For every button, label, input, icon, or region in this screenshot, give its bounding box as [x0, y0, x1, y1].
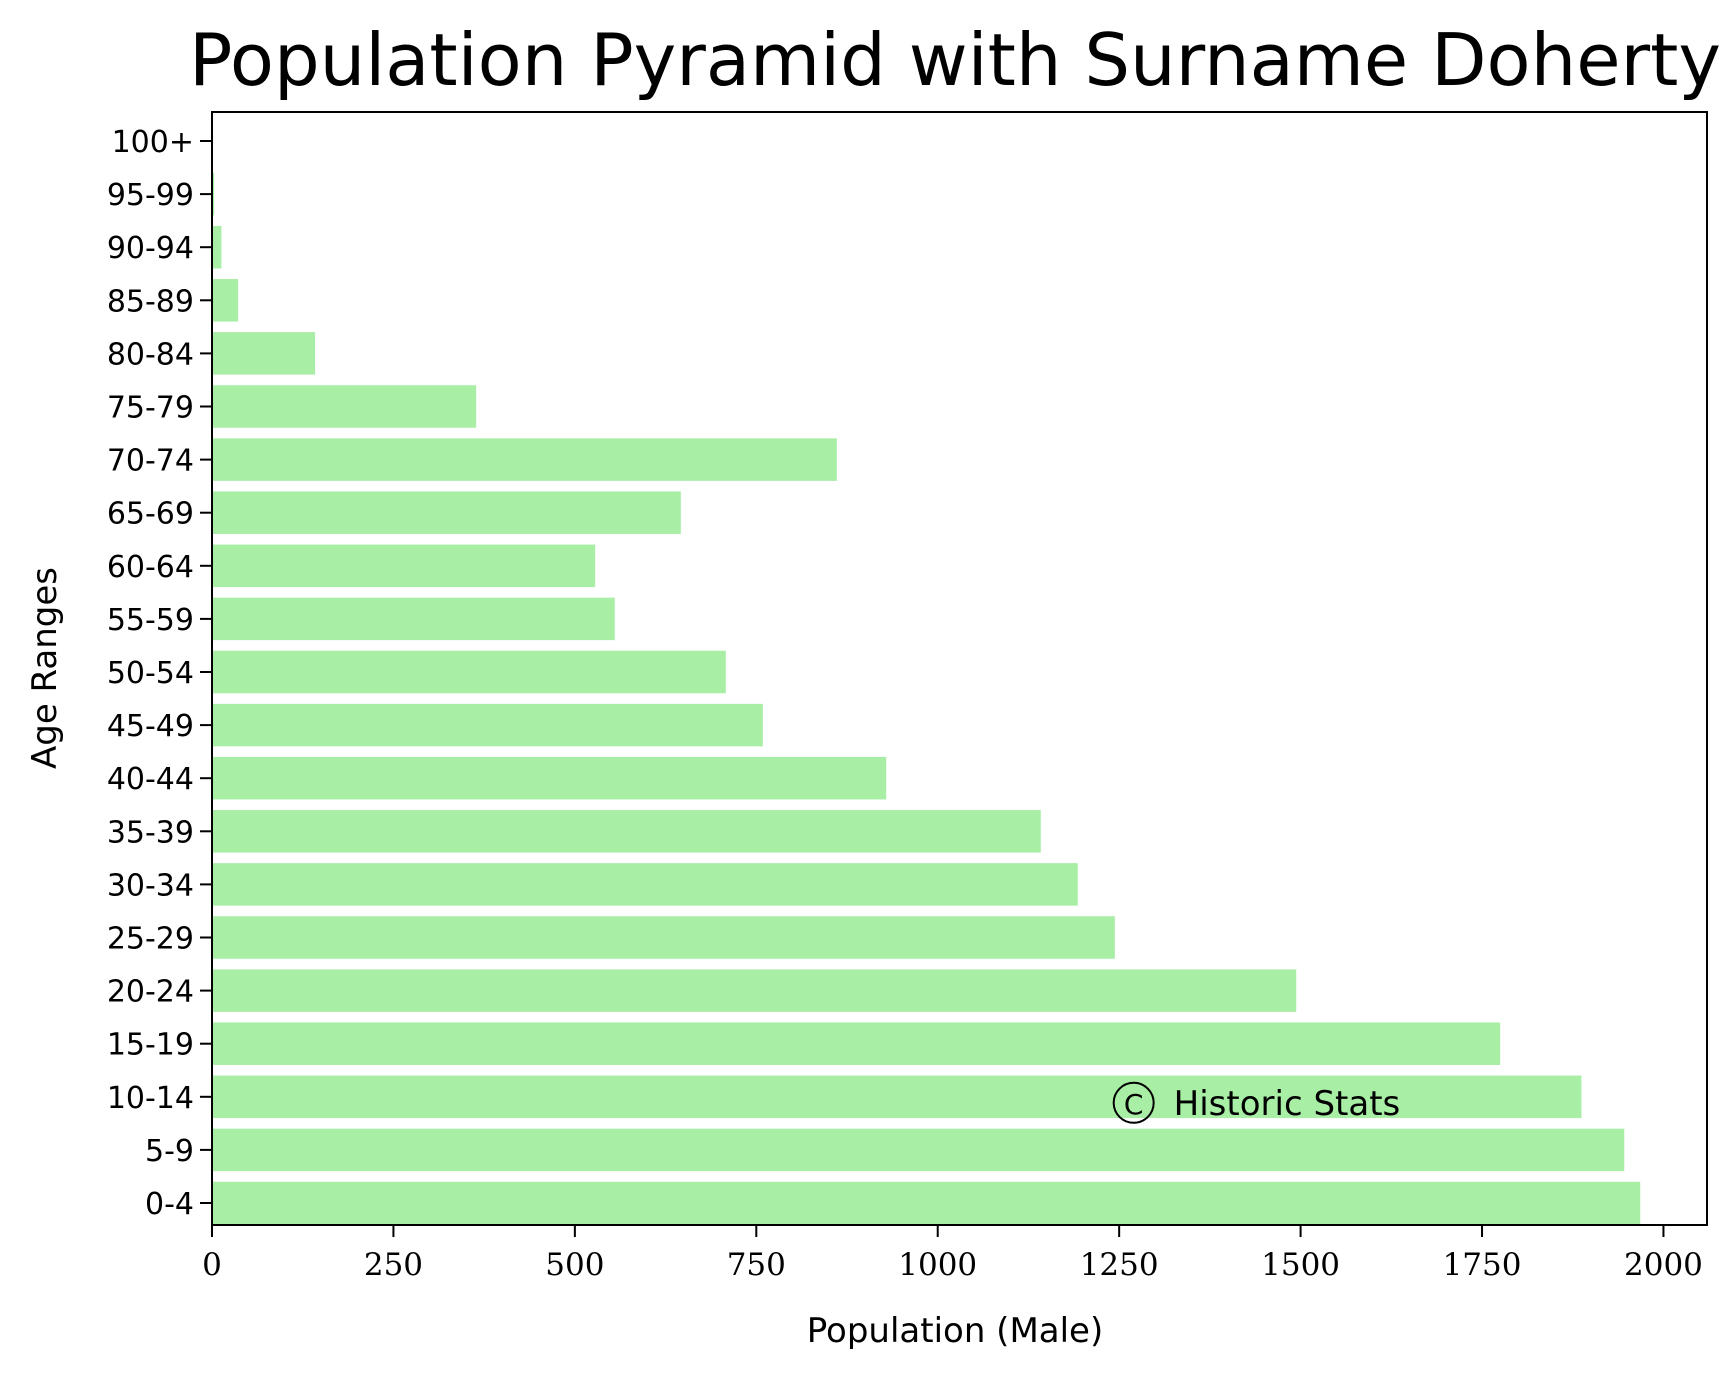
x-tick-label: 1000: [898, 1247, 977, 1283]
watermark-text: Historic Stats: [1174, 1084, 1401, 1124]
x-tick-label: 1750: [1443, 1247, 1522, 1283]
bar-80-84: [212, 332, 316, 375]
x-tick-label: 500: [545, 1247, 604, 1283]
bar-20-24: [212, 969, 1297, 1012]
y-axis-label: Age Ranges: [25, 567, 65, 769]
y-tick-label: 65-69: [107, 497, 194, 532]
watermark: C Historic Stats: [1112, 1081, 1401, 1124]
y-tick-label: 60-64: [107, 550, 194, 585]
bar-55-59: [212, 597, 615, 641]
bars-group: [212, 172, 1641, 1225]
y-tick-label: 30-34: [107, 868, 194, 903]
bar-45-49: [212, 703, 763, 747]
bar-65-69: [212, 491, 681, 534]
y-tick-label: 75-79: [107, 391, 194, 426]
y-tick-label: 90-94: [107, 231, 194, 266]
y-tick-label: 20-24: [107, 975, 194, 1010]
x-tick-label: 1500: [1261, 1247, 1340, 1283]
y-tick-label: 0-4: [145, 1187, 194, 1222]
x-tick-label: 0: [202, 1247, 222, 1283]
bar-15-19: [212, 1022, 1501, 1065]
bar-10-14: [212, 1075, 1582, 1119]
y-tick-label: 40-44: [107, 762, 194, 797]
copyright-symbol: C: [1124, 1088, 1144, 1121]
x-tick-label: 750: [727, 1247, 786, 1283]
y-tick-label: 25-29: [107, 922, 194, 957]
y-ticks: 0-4 5-9 10-14 15-19 20-24 25-29 30-34 35-39 40-4…: [107, 125, 212, 1222]
y-tick-label: 80-84: [107, 337, 194, 372]
bar-85-89: [212, 279, 239, 322]
y-tick-label: 70-74: [107, 444, 194, 479]
x-axis-label: Population (Male): [807, 1311, 1104, 1351]
y-tick-label: 5-9: [145, 1134, 194, 1169]
bar-50-54: [212, 650, 726, 694]
y-tick-label: 10-14: [107, 1081, 194, 1116]
bar-60-64: [212, 544, 596, 588]
bar-25-29: [212, 916, 1115, 959]
y-tick-label: 100+: [112, 125, 194, 160]
x-tick-label: 2000: [1624, 1247, 1703, 1283]
y-tick-label: 50-54: [107, 656, 194, 691]
bar-90-94: [212, 225, 222, 269]
x-tick-label: 250: [364, 1247, 423, 1283]
bar-0-4: [212, 1181, 1641, 1225]
bar-30-34: [212, 863, 1078, 906]
plot-frame: [211, 111, 1708, 1226]
x-tick-label: 1250: [1080, 1247, 1159, 1283]
y-tick-label: 45-49: [107, 709, 194, 744]
bar-40-44: [212, 756, 887, 800]
bar-70-74: [212, 438, 837, 481]
y-tick-label: 85-89: [107, 284, 194, 319]
bar-35-39: [212, 810, 1041, 853]
y-tick-label: 95-99: [107, 178, 194, 213]
bar-95-99: [212, 172, 215, 216]
chart-title: Population Pyramid with Surname Doherty: [189, 18, 1721, 102]
y-tick-label: 15-19: [107, 1028, 194, 1063]
y-tick-label: 35-39: [107, 815, 194, 850]
y-tick-label: 55-59: [107, 603, 194, 638]
copyright-icon: [1112, 1081, 1155, 1124]
bar-75-79: [212, 385, 477, 428]
x-ticks: 0 250 500 750 1000 1250 1500 1750 2000: [202, 1225, 1703, 1283]
bar-5-9: [212, 1128, 1625, 1172]
